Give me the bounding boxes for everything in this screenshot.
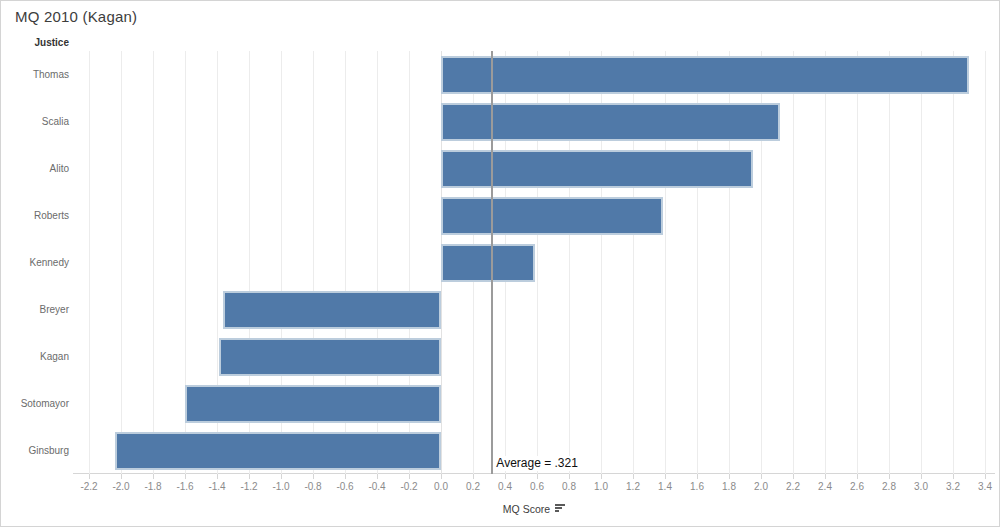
tick-mark — [345, 474, 346, 479]
category-label-alito[interactable]: Alito — [1, 163, 69, 174]
category-label-roberts[interactable]: Roberts — [1, 210, 69, 221]
tick-mark — [89, 474, 90, 479]
tick-mark — [185, 474, 186, 479]
tick-mark — [921, 474, 922, 479]
tick-mark — [313, 474, 314, 479]
tick-mark — [889, 474, 890, 479]
tick-mark — [601, 474, 602, 479]
category-label-thomas[interactable]: Thomas — [1, 69, 69, 80]
average-reference-label: Average = .321 — [493, 456, 582, 471]
bar-kagan[interactable] — [219, 338, 441, 376]
gridline — [153, 51, 154, 474]
gridline — [857, 51, 858, 474]
category-label-scalia[interactable]: Scalia — [1, 116, 69, 127]
category-axis: Thomas Scalia Alito Roberts Kennedy Breyer Kag… — [1, 51, 69, 474]
bar-ginsburg[interactable] — [115, 432, 441, 470]
gridline — [89, 51, 90, 474]
tick-mark — [985, 474, 986, 479]
row-header-justice: Justice — [1, 37, 69, 48]
tick-mark — [697, 474, 698, 479]
category-label-breyer[interactable]: Breyer — [1, 304, 69, 315]
gridline — [985, 51, 986, 474]
gridline — [921, 51, 922, 474]
tick-mark — [761, 474, 762, 479]
bar-sotomayor[interactable] — [185, 385, 441, 423]
tick-mark — [153, 474, 154, 479]
bar-alito[interactable] — [441, 150, 753, 188]
gridline — [121, 51, 122, 474]
tick-mark — [249, 474, 250, 479]
tick-mark — [857, 474, 858, 479]
bar-kennedy[interactable] — [441, 244, 535, 282]
tick-mark — [953, 474, 954, 479]
average-reference-line — [491, 51, 493, 474]
tick-mark — [121, 474, 122, 479]
tick-mark — [729, 474, 730, 479]
category-label-kagan[interactable]: Kagan — [1, 351, 69, 362]
category-label-kennedy[interactable]: Kennedy — [1, 257, 69, 268]
tick-mark — [377, 474, 378, 479]
bar-thomas[interactable] — [441, 56, 969, 94]
tick-mark — [409, 474, 410, 479]
tick-mark — [569, 474, 570, 479]
tick-mark — [281, 474, 282, 479]
tick-mark — [217, 474, 218, 479]
sort-descending-icon[interactable] — [555, 504, 565, 513]
category-label-sotomayor[interactable]: Sotomayor — [1, 398, 69, 409]
gridline — [953, 51, 954, 474]
tick-mark — [441, 474, 442, 479]
x-axis-tick-labels: -2.2-2.0-1.8-1.6-1.4-1.2-1.0-0.8-0.6-0.4… — [73, 481, 995, 495]
x-tick-label: 3.4 — [963, 481, 1000, 492]
gridline — [793, 51, 794, 474]
chart-window: MQ 2010 (Kagan) Justice Thomas Scalia Alit… — [0, 0, 1000, 527]
category-label-ginsburg[interactable]: Ginsburg — [1, 445, 69, 456]
tick-mark — [633, 474, 634, 479]
tick-mark — [505, 474, 506, 479]
gridline — [825, 51, 826, 474]
x-axis-title-row: MQ Score — [73, 502, 995, 515]
tick-mark — [473, 474, 474, 479]
x-axis-title: MQ Score — [503, 503, 550, 515]
tick-mark — [825, 474, 826, 479]
chart-title: MQ 2010 (Kagan) — [15, 8, 137, 25]
bar-roberts[interactable] — [441, 197, 663, 235]
bar-breyer[interactable] — [223, 291, 441, 329]
tick-mark — [537, 474, 538, 479]
tick-mark — [665, 474, 666, 479]
gridline — [889, 51, 890, 474]
tick-mark — [793, 474, 794, 479]
plot-area: Average = .321 — [73, 51, 995, 474]
